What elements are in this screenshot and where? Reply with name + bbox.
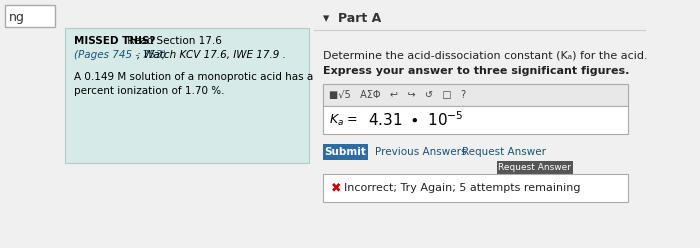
Text: percent ionization of 1.70 %.: percent ionization of 1.70 %. (74, 86, 225, 96)
FancyBboxPatch shape (323, 84, 628, 106)
Text: $K_a$ =: $K_a$ = (329, 112, 358, 127)
FancyBboxPatch shape (323, 144, 368, 160)
Text: Request Answer: Request Answer (498, 163, 571, 173)
Text: (Pages 745 - 753): (Pages 745 - 753) (74, 50, 166, 60)
Text: ; Watch KCV 17.6, IWE 17.9 .: ; Watch KCV 17.6, IWE 17.9 . (136, 50, 286, 60)
Text: A 0.149 M solution of a monoprotic acid has a: A 0.149 M solution of a monoprotic acid … (74, 72, 313, 82)
FancyBboxPatch shape (323, 106, 628, 134)
FancyBboxPatch shape (5, 5, 55, 27)
Text: Read Section 17.6: Read Section 17.6 (124, 36, 222, 46)
Text: Submit: Submit (325, 147, 366, 157)
Text: Incorrect; Try Again; 5 attempts remaining: Incorrect; Try Again; 5 attempts remaini… (344, 183, 580, 193)
Text: MISSED THIS?: MISSED THIS? (74, 36, 155, 46)
Text: ng: ng (9, 11, 25, 25)
Text: $4.31\ \bullet\ 10^{-5}$: $4.31\ \bullet\ 10^{-5}$ (368, 111, 463, 129)
Text: ▾  Part A: ▾ Part A (323, 12, 382, 25)
Text: Determine the acid-dissociation constant (Kₐ) for the acid.: Determine the acid-dissociation constant… (323, 50, 648, 60)
FancyBboxPatch shape (497, 161, 573, 175)
FancyBboxPatch shape (64, 28, 309, 163)
Text: Express your answer to three significant figures.: Express your answer to three significant… (323, 66, 630, 76)
FancyBboxPatch shape (323, 174, 628, 202)
Text: Previous Answers: Previous Answers (375, 147, 466, 157)
Text: ✖: ✖ (330, 182, 341, 194)
Text: Request Answer: Request Answer (462, 147, 546, 157)
Text: ■√5   ΑΣΦ   ↩   ↪   ↺   □   ?: ■√5 ΑΣΦ ↩ ↪ ↺ □ ? (329, 90, 466, 100)
